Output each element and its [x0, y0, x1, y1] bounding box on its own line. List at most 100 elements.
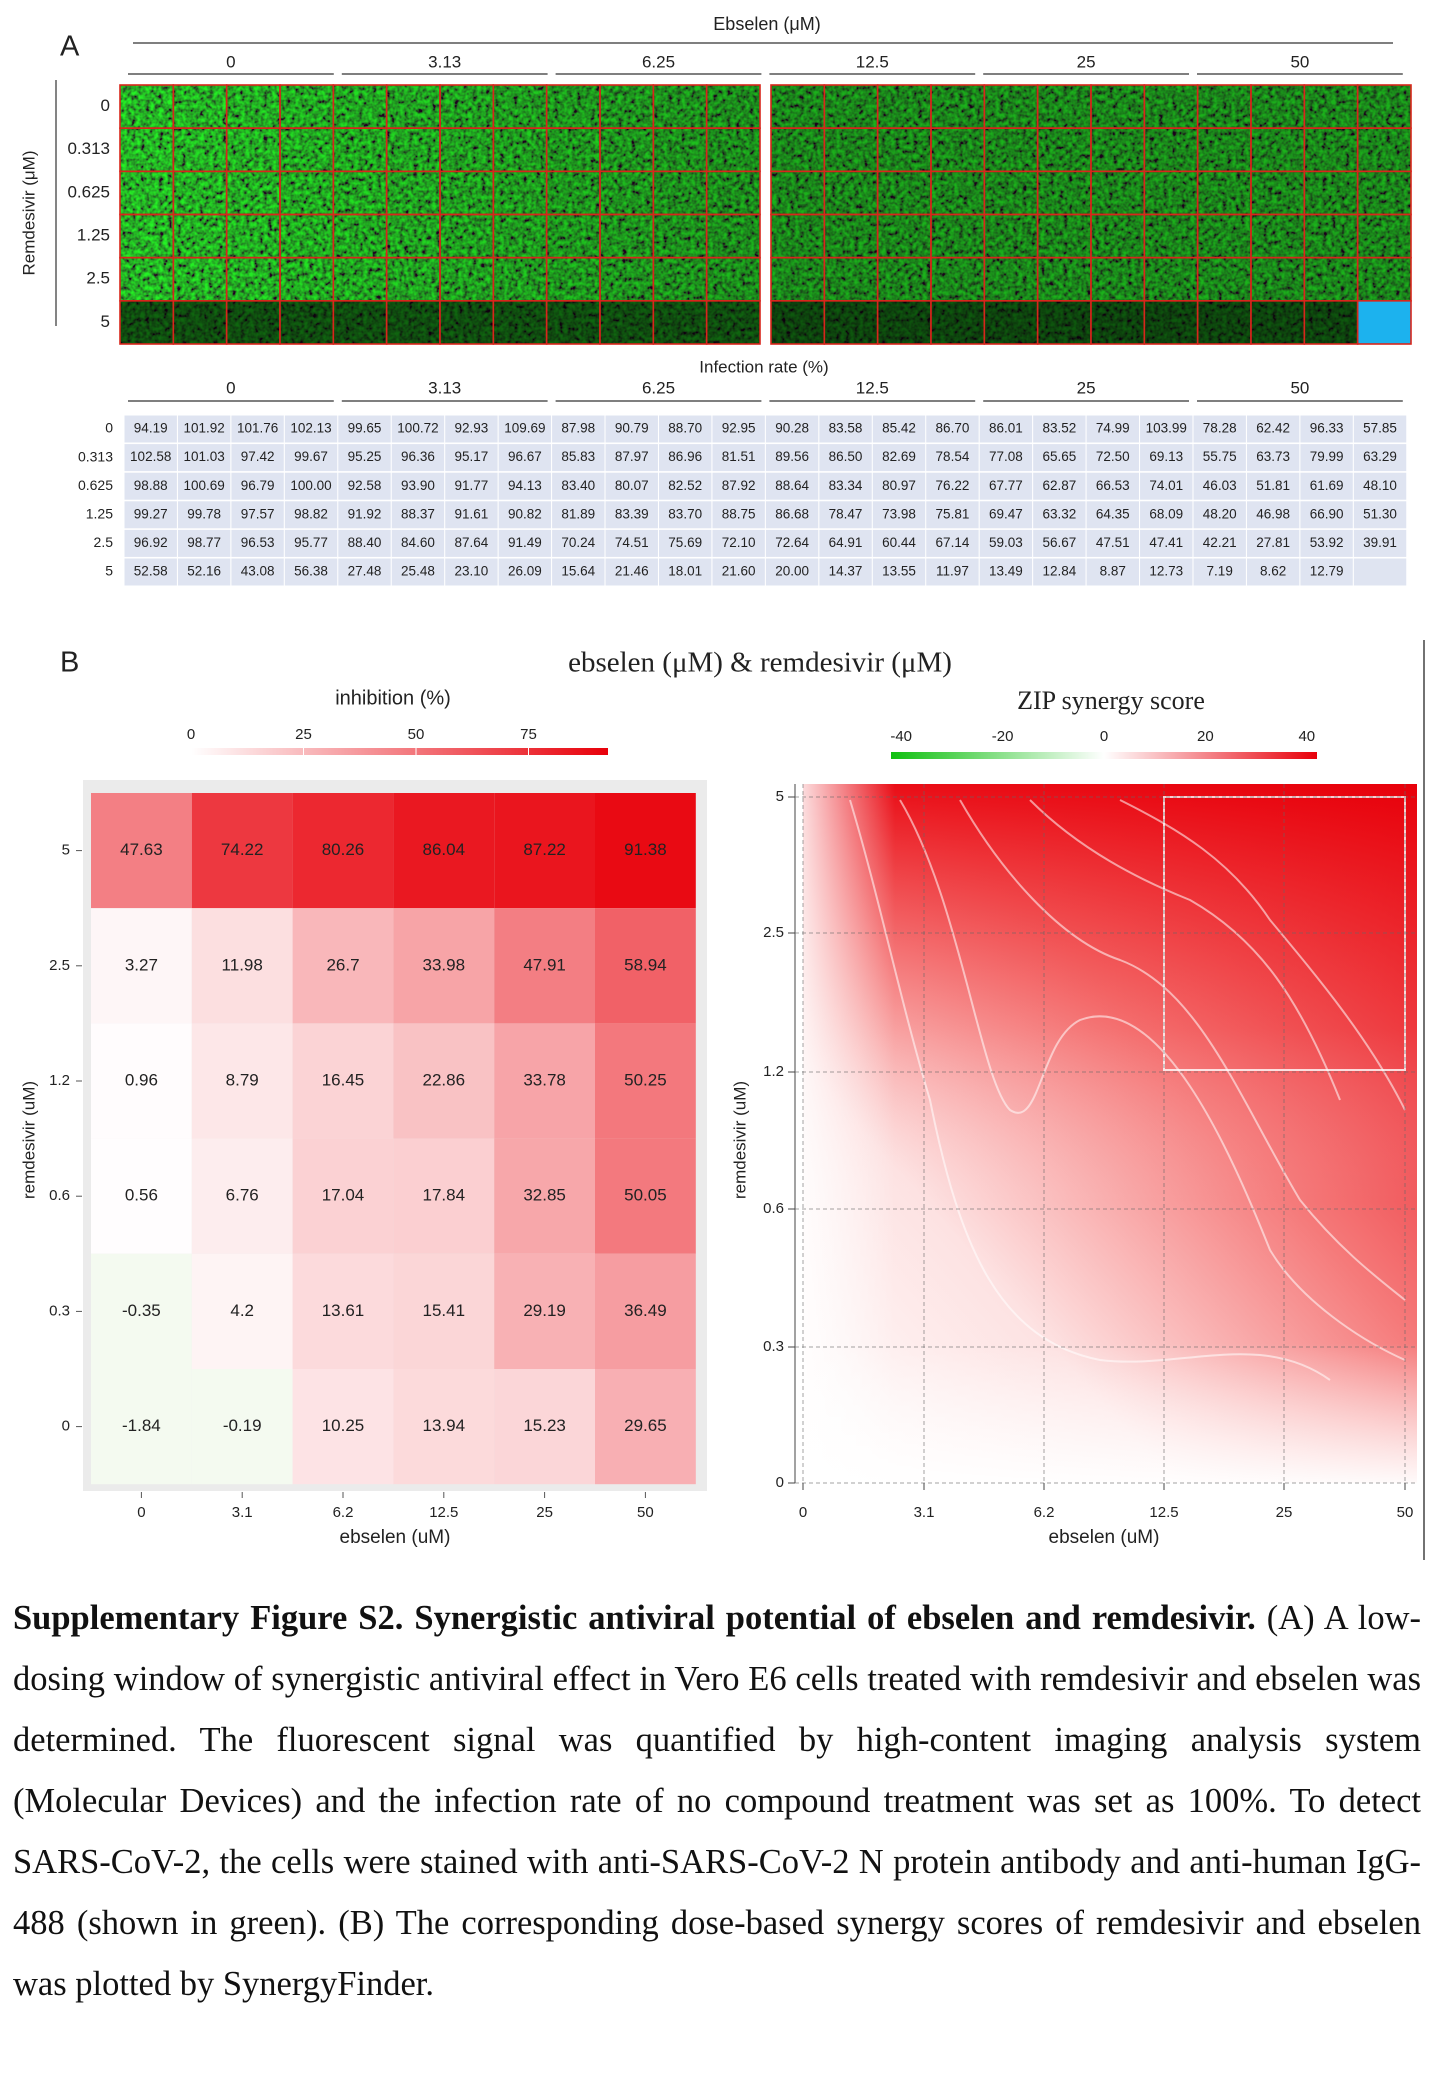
micrograph-shade	[600, 257, 654, 301]
table-value: 52.16	[187, 564, 221, 579]
table-value: 12.79	[1310, 564, 1344, 579]
micrograph-shade	[226, 300, 280, 344]
micrograph-shade	[706, 214, 760, 258]
table-value: 27.48	[348, 564, 382, 579]
x-axis-label: ebselen (uM)	[1049, 1527, 1160, 1548]
heat-cell	[292, 1138, 394, 1254]
heat-cell	[595, 908, 696, 1024]
micrograph-shade	[173, 128, 227, 172]
heat-cell	[494, 908, 595, 1024]
cell-label: 3.27	[125, 955, 158, 974]
table-cell	[1353, 501, 1407, 529]
cell-label: 22.86	[423, 1070, 466, 1089]
table-cell	[1246, 558, 1300, 586]
table-cell	[872, 444, 926, 472]
micrograph-shade	[226, 128, 280, 172]
table-value: 39.91	[1363, 535, 1397, 550]
micrograph-shade	[1304, 171, 1358, 215]
heat-cell	[393, 1138, 495, 1254]
table-value: 13.49	[989, 564, 1023, 579]
micrograph-shade	[1304, 85, 1358, 129]
heat-cell	[191, 908, 293, 1024]
panel-label: A	[60, 31, 80, 63]
cell-label: 33.78	[523, 1070, 566, 1089]
table-cell	[498, 415, 552, 443]
micrograph-shade	[1091, 300, 1145, 344]
group-label: 6.25	[642, 378, 675, 397]
micrograph-shade	[120, 257, 174, 301]
row-label: 5	[105, 563, 113, 579]
table-cell	[284, 472, 338, 500]
table-value: 96.33	[1310, 421, 1344, 436]
cell-label: -1.84	[122, 1416, 161, 1435]
table-cell	[1193, 558, 1246, 586]
micrograph-shade	[653, 214, 707, 258]
micrograph-shade	[771, 128, 825, 172]
legend-tick-label: 75	[520, 726, 537, 743]
micrograph-shade	[1304, 128, 1358, 172]
micrograph-shade	[653, 300, 707, 344]
micrograph-shade	[706, 85, 760, 129]
cell-label: 0.56	[125, 1186, 158, 1205]
heat-cell	[393, 908, 495, 1024]
table-cell	[1193, 472, 1246, 500]
table-value: 20.00	[775, 564, 809, 579]
table-value: 66.90	[1310, 506, 1344, 521]
table-value: 95.25	[348, 449, 382, 464]
table-value: 77.08	[989, 449, 1023, 464]
table-value: 47.51	[1096, 535, 1130, 550]
table-value: 69.13	[1149, 449, 1183, 464]
group-label: 25	[1077, 378, 1096, 397]
table-value: 86.96	[668, 449, 702, 464]
micrograph-shade	[1144, 128, 1198, 172]
table-value: 86.68	[775, 506, 809, 521]
table-value: 42.21	[1203, 535, 1237, 550]
table-value: 27.81	[1256, 535, 1290, 550]
table-cell	[659, 415, 712, 443]
cell-label: 6.76	[226, 1186, 259, 1205]
legend-tick-label: 20	[1197, 728, 1214, 745]
x-tick-label: 12.5	[429, 1504, 458, 1521]
table-cell	[1246, 472, 1300, 500]
table-value: 95.77	[294, 535, 328, 550]
cell-label: 47.63	[120, 840, 163, 859]
table-cell	[391, 444, 445, 472]
table-cell	[819, 415, 872, 443]
micrograph-shade	[771, 85, 825, 129]
panel-title: ebselen (μM) & remdesivir (μM)	[568, 647, 952, 679]
legend-title: inhibition (%)	[335, 687, 451, 709]
table-value: 81.51	[722, 449, 756, 464]
micrograph-shade	[493, 171, 547, 215]
x-tick-label: 25	[1276, 1504, 1293, 1521]
table-cell	[1353, 444, 1407, 472]
table-value: 88.64	[775, 478, 809, 493]
cell-label: 33.98	[423, 955, 466, 974]
table-cell	[765, 558, 819, 586]
micrograph-shade	[1357, 171, 1411, 215]
micrograph-shade	[173, 171, 227, 215]
heat-cell	[191, 793, 293, 909]
table-value: 56.67	[1042, 535, 1076, 550]
table-cell	[1246, 501, 1300, 529]
table-value: 100.00	[290, 478, 331, 493]
micrograph-shade	[386, 214, 440, 258]
heat-cell	[494, 1369, 595, 1485]
table-value: 97.42	[241, 449, 275, 464]
micrograph-shade	[386, 257, 440, 301]
table-value: 57.85	[1363, 421, 1397, 436]
table-cell	[926, 415, 979, 443]
table-cell	[712, 444, 765, 472]
cell-label: 87.22	[523, 840, 566, 859]
table-cell	[338, 472, 391, 500]
table-cell	[124, 444, 177, 472]
micrograph-shade	[546, 171, 600, 215]
table-value: 78.54	[936, 449, 970, 464]
x-tick-label: 6.2	[333, 1504, 354, 1521]
table-cell	[1033, 472, 1086, 500]
table-value: 43.08	[241, 564, 275, 579]
table-cell	[338, 444, 391, 472]
row-label: 5	[101, 312, 110, 331]
table-cell	[445, 472, 498, 500]
y-tick-label: 2.5	[49, 957, 70, 974]
